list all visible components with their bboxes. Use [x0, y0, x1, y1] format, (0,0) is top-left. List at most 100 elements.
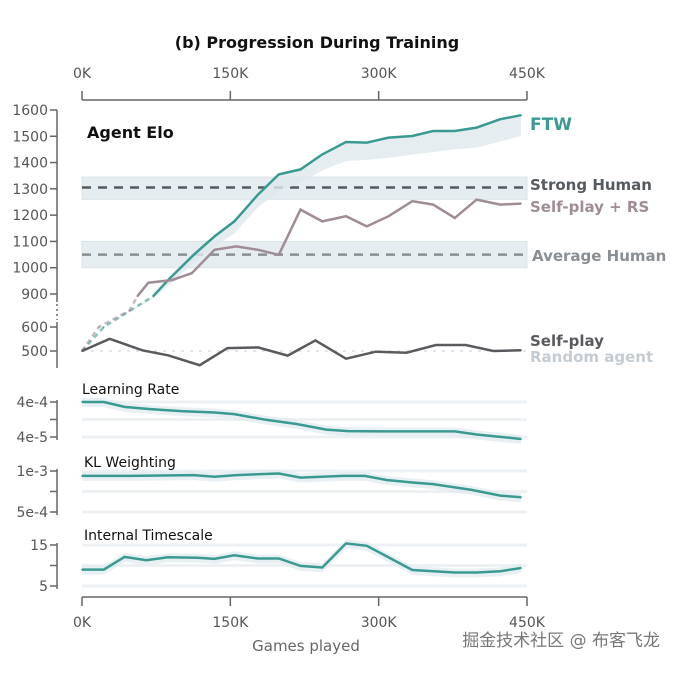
- data-point: [171, 279, 173, 281]
- elo-y-tick-label: 1200: [12, 208, 48, 224]
- kl-data-point: [411, 481, 414, 484]
- ftw-band: [82, 115, 522, 351]
- data-point: [136, 295, 139, 298]
- ts-data-point: [81, 568, 83, 571]
- data-point: [277, 254, 280, 256]
- data-point: [286, 354, 289, 357]
- ts-data-point: [102, 568, 105, 571]
- kl-data-point: [81, 475, 83, 477]
- lr-data-point: [385, 430, 388, 433]
- top-x-tick-label: 300K: [361, 66, 398, 82]
- data-point: [499, 203, 502, 206]
- series-lines: [80, 113, 522, 574]
- kl-data-point: [470, 489, 473, 491]
- ts-data-point: [167, 556, 169, 559]
- data-point: [492, 350, 495, 352]
- legend-average-human: Average Human: [532, 247, 666, 265]
- ts-data-point: [123, 556, 126, 558]
- ts-data-point: [411, 569, 414, 571]
- ts-data-point: [213, 558, 216, 560]
- data-point: [98, 326, 100, 328]
- ts-data-point: [299, 565, 302, 567]
- data-point: [454, 217, 456, 219]
- ts-data-point: [475, 571, 478, 574]
- data-point: [141, 349, 144, 352]
- kl-data-point: [192, 474, 195, 476]
- ts-data-point: [321, 566, 324, 569]
- legend-self-play-rs: Self-play + RS: [530, 198, 649, 216]
- axes: 0K 0K 150K 150K 300K 300K 450K 450K 500 600 900 100…: [12, 66, 545, 631]
- elo-y-tick-label: 600: [21, 320, 48, 336]
- data-point: [257, 346, 259, 349]
- data-point: [387, 136, 390, 139]
- kl-panel-title: KL Weighting: [84, 455, 176, 471]
- lr-y-tick-label: 4e-5: [17, 430, 48, 446]
- data-point: [405, 351, 408, 354]
- data-point: [321, 153, 324, 156]
- lr-data-point: [295, 423, 298, 425]
- data-point: [475, 198, 478, 201]
- ts-data-point: [366, 545, 368, 547]
- data-point: [411, 200, 414, 202]
- bottom-x-tick-label: 0K: [73, 615, 92, 631]
- data-point: [257, 249, 259, 251]
- data-point: [432, 203, 434, 206]
- bottom-x-tick-label: 450K: [509, 615, 546, 631]
- data-point: [108, 337, 111, 340]
- data-point: [198, 364, 201, 366]
- x-axis-label: Games played: [252, 637, 360, 655]
- data-point: [475, 126, 478, 129]
- data-point: [128, 309, 131, 312]
- data-point: [81, 350, 83, 352]
- data-point: [192, 254, 195, 256]
- elo-y-tick-label: 1100: [12, 234, 48, 250]
- data-point: [366, 225, 368, 228]
- data-point: [321, 220, 324, 223]
- elo-panel-title: Agent Elo: [87, 123, 174, 142]
- data-point: [432, 130, 434, 132]
- kl-data-point: [432, 483, 434, 485]
- series-line: [81, 337, 522, 367]
- data-point: [464, 344, 467, 346]
- elo-y-tick-label: 1500: [12, 129, 48, 145]
- lr-data-point: [475, 433, 478, 436]
- elo-y-tick-label: 1300: [12, 182, 48, 198]
- lr-data-point: [149, 408, 152, 410]
- data-point: [152, 295, 154, 298]
- lr-y-tick-label: 4e-4: [17, 395, 49, 411]
- data-point: [387, 215, 390, 217]
- kl-y-tick-label: 5e-4: [17, 505, 49, 521]
- legend-self-play: Self-play: [530, 332, 604, 350]
- elo-y-tick-label: 1600: [12, 103, 48, 119]
- ts-y-tick-label: 5: [39, 579, 48, 595]
- kl-data-point: [520, 496, 522, 499]
- kl-data-point: [213, 475, 216, 478]
- top-x-tick-label: 450K: [509, 66, 546, 82]
- kl-data-point: [385, 479, 388, 481]
- top-x-tick-label: 150K: [212, 66, 249, 82]
- data-point: [411, 135, 414, 137]
- lr-data-point: [123, 406, 126, 408]
- kl-data-point: [364, 475, 366, 477]
- ts-data-point: [345, 542, 347, 545]
- data-point: [435, 344, 437, 346]
- data-point: [257, 193, 259, 196]
- elo-y-tick-label: 500: [21, 344, 48, 360]
- lr-data-point: [454, 430, 456, 433]
- data-point: [366, 141, 368, 144]
- kl-data-point: [235, 474, 238, 476]
- ts-data-point: [196, 556, 199, 559]
- top-x-tick-label: 0K: [73, 66, 92, 82]
- lr-data-point: [233, 413, 236, 415]
- legend-random-agent: Random agent: [530, 348, 653, 366]
- ts-band: [82, 539, 522, 578]
- ts-data-point: [454, 571, 456, 574]
- data-point: [277, 173, 280, 176]
- lr-data-point: [265, 419, 267, 421]
- lr-data-point: [81, 401, 83, 403]
- data-point: [345, 141, 347, 143]
- bottom-x-tick-label: 150K: [212, 615, 249, 631]
- lr-data-point: [180, 410, 182, 412]
- kl-data-point: [277, 472, 280, 475]
- lr-panel-title: Learning Rate: [82, 382, 179, 398]
